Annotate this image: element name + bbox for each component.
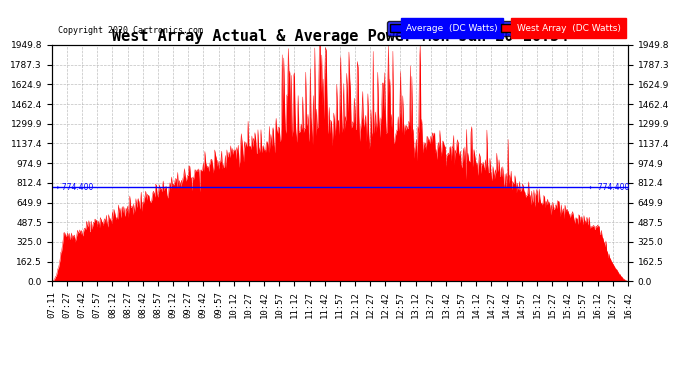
Legend: Average  (DC Watts), West Array  (DC Watts): Average (DC Watts), West Array (DC Watts… bbox=[387, 21, 623, 36]
Text: Copyright 2020 Cartronics.com: Copyright 2020 Cartronics.com bbox=[57, 26, 202, 35]
Text: → 774.400: → 774.400 bbox=[53, 183, 93, 192]
Text: ← 774.400: ← 774.400 bbox=[589, 183, 629, 192]
Title: West Array Actual & Average Power Mon Jan 20 16:54: West Array Actual & Average Power Mon Ja… bbox=[112, 29, 568, 44]
